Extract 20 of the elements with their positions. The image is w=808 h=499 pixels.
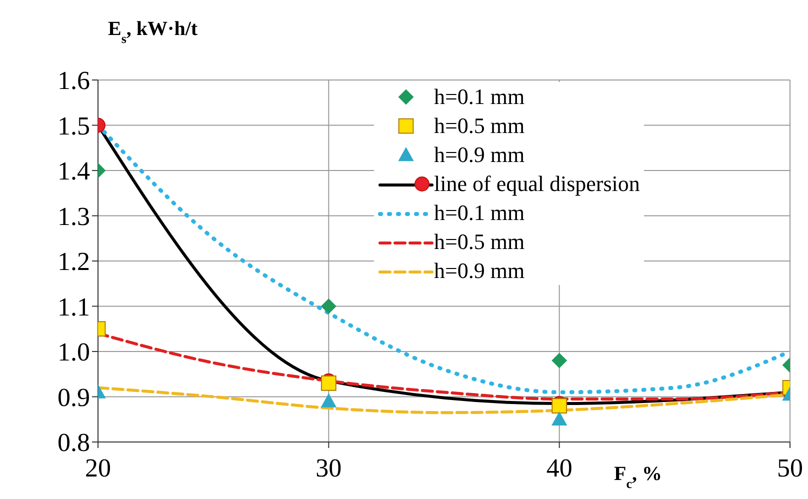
legend-label: h=0.1 mm: [434, 199, 525, 227]
y-tick-label: 1.4: [58, 156, 90, 186]
y-tick-label: 0.9: [58, 382, 90, 412]
legend-label: h=0.5 mm: [434, 228, 525, 256]
x-tick-label: 40: [546, 453, 572, 482]
legend-label: h=0.1 mm: [434, 83, 525, 111]
y-tick-label: 1.0: [58, 338, 90, 367]
legend-label: h=0.5 mm: [434, 112, 525, 140]
y-axis-title: E$_{s}$, kW·h/t: [108, 18, 198, 46]
x-axis-title: F$_{c}$, %: [614, 463, 662, 490]
legend-label: h=0.9 mm: [434, 257, 525, 285]
x-tick-label: 30: [316, 453, 342, 482]
y-tick-label: 1.6: [58, 66, 90, 96]
legend-label: h=0.9 mm: [434, 141, 525, 169]
y-tick-label: 1.2: [58, 247, 90, 276]
x-tick-label: 50: [777, 453, 803, 482]
y-tick-label: 1.5: [58, 111, 90, 140]
y-tick-label: 1.1: [58, 292, 90, 322]
legend-label: line of equal dispersion: [434, 170, 640, 198]
y-tick-label: 1.3: [58, 202, 90, 231]
